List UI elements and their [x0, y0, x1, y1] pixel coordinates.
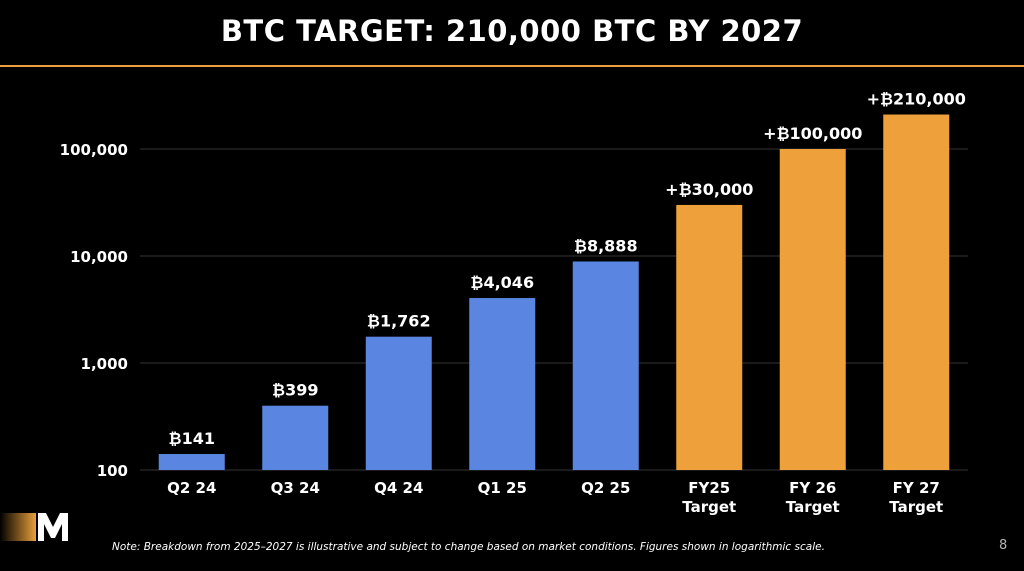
category-label-line: FY 26 [789, 479, 836, 497]
category-label-line: Q3 24 [271, 479, 320, 497]
category-label-line: FY 27 [893, 479, 940, 497]
bar [365, 336, 432, 470]
data-label: ₿141 [169, 429, 215, 448]
slide-title: BTC TARGET: 210,000 BTC BY 2027 [220, 14, 804, 48]
category-label-line: Q2 24 [167, 479, 216, 497]
footnote: Note: Breakdown from 2025–2027 is illust… [112, 541, 825, 553]
bar [779, 149, 846, 470]
category-label-line: Target [889, 498, 943, 516]
data-label: ₿399 [272, 381, 318, 400]
y-tick-label: 100 [97, 462, 128, 480]
category-label-line: FY25 [688, 479, 730, 497]
page-number: 8 [999, 538, 1008, 553]
bar [262, 405, 329, 470]
company-logo: M [0, 510, 68, 541]
category-label: FY 27 Target [889, 479, 943, 516]
category-label-line: Target [786, 498, 840, 516]
category-label-line: Q2 25 [581, 479, 630, 497]
data-label: +₿100,000 [763, 124, 862, 143]
bar [676, 204, 743, 470]
category-label: FY25 Target [682, 479, 736, 516]
bar [883, 114, 950, 471]
bar [158, 454, 225, 470]
category-label: Q1 25 [478, 479, 527, 497]
logo-letter: M [0, 510, 1, 511]
bar [469, 298, 536, 470]
category-label-line: Q1 25 [478, 479, 527, 497]
category-label-line: Target [682, 498, 736, 516]
bar [572, 261, 639, 470]
category-label: Q2 25 [581, 479, 630, 497]
data-label: ₿4,046 [470, 273, 534, 292]
y-tick-label: 10,000 [70, 248, 128, 266]
data-label: ₿8,888 [574, 236, 638, 255]
y-tick-label: 100,000 [60, 141, 128, 159]
data-label: ₿1,762 [367, 312, 431, 331]
data-label: +₿210,000 [867, 90, 966, 109]
category-label-line: Q4 24 [374, 479, 423, 497]
category-label: Q4 24 [374, 479, 423, 497]
title-divider [0, 65, 1024, 67]
category-label: Q2 24 [167, 479, 216, 497]
category-label: Q3 24 [271, 479, 320, 497]
data-label: +₿30,000 [665, 180, 753, 199]
y-tick-label: 1,000 [81, 355, 128, 373]
category-label: FY 26 Target [786, 479, 840, 516]
